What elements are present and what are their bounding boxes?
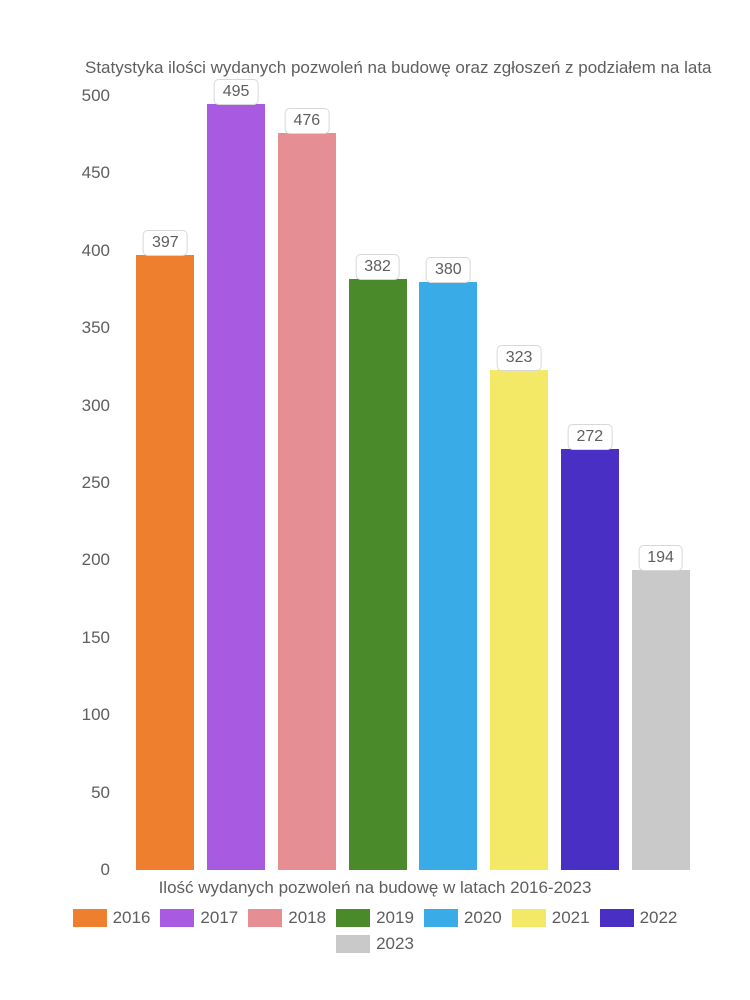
legend-label: 2020 [464, 908, 502, 928]
bar-value-label: 476 [285, 108, 330, 134]
bar-value-label: 194 [638, 545, 683, 571]
y-tick-label: 50 [91, 783, 110, 803]
y-tick-label: 500 [82, 86, 110, 106]
y-tick-label: 300 [82, 396, 110, 416]
bar: 476 [278, 133, 336, 870]
legend-item: 2018 [248, 908, 326, 928]
legend-label: 2018 [288, 908, 326, 928]
legend-swatch [73, 909, 107, 927]
y-tick-label: 150 [82, 628, 110, 648]
legend-swatch [336, 909, 370, 927]
legend-swatch [424, 909, 458, 927]
legend-swatch [160, 909, 194, 927]
y-tick-label: 100 [82, 705, 110, 725]
chart-title: Statystyka ilości wydanych pozwoleń na b… [85, 58, 712, 78]
bar: 397 [136, 255, 194, 870]
y-tick-label: 250 [82, 473, 110, 493]
legend-item: 2017 [160, 908, 238, 928]
legend-item: 2020 [424, 908, 502, 928]
legend-item: 2022 [600, 908, 678, 928]
legend-item: 2016 [73, 908, 151, 928]
bar-value-label: 380 [426, 257, 471, 283]
legend: 2016 2017 2018 2019 2020 2021 2022 2023 [0, 908, 750, 954]
plot-area: 397495476382380323272194 [130, 96, 696, 870]
legend-label: 2022 [640, 908, 678, 928]
legend-swatch [512, 909, 546, 927]
y-tick-label: 400 [82, 241, 110, 261]
bar-chart: Statystyka ilości wydanych pozwoleń na b… [0, 0, 750, 1000]
bar: 380 [419, 282, 477, 870]
y-tick-label: 450 [82, 163, 110, 183]
legend-item: 2023 [336, 934, 414, 954]
bar: 323 [490, 370, 548, 870]
y-tick-label: 200 [82, 550, 110, 570]
legend-label: 2021 [552, 908, 590, 928]
bar: 495 [207, 104, 265, 870]
bar-value-label: 323 [497, 345, 542, 371]
bar: 272 [561, 449, 619, 870]
legend-swatch [600, 909, 634, 927]
legend-label: 2017 [200, 908, 238, 928]
x-axis-label: Ilość wydanych pozwoleń na budowę w lata… [0, 878, 750, 898]
y-tick-label: 0 [101, 860, 110, 880]
legend-item: 2019 [336, 908, 414, 928]
legend-label: 2016 [113, 908, 151, 928]
bar-value-label: 397 [143, 230, 188, 256]
y-tick-label: 350 [82, 318, 110, 338]
bar: 194 [632, 570, 690, 870]
legend-swatch [336, 935, 370, 953]
legend-label: 2023 [376, 934, 414, 954]
bar: 382 [349, 279, 407, 870]
bar-value-label: 382 [355, 254, 400, 280]
legend-item: 2021 [512, 908, 590, 928]
bar-value-label: 272 [568, 424, 613, 450]
legend-swatch [248, 909, 282, 927]
legend-label: 2019 [376, 908, 414, 928]
y-axis: 050100150200250300350400450500 [60, 96, 120, 870]
bar-value-label: 495 [214, 79, 259, 105]
